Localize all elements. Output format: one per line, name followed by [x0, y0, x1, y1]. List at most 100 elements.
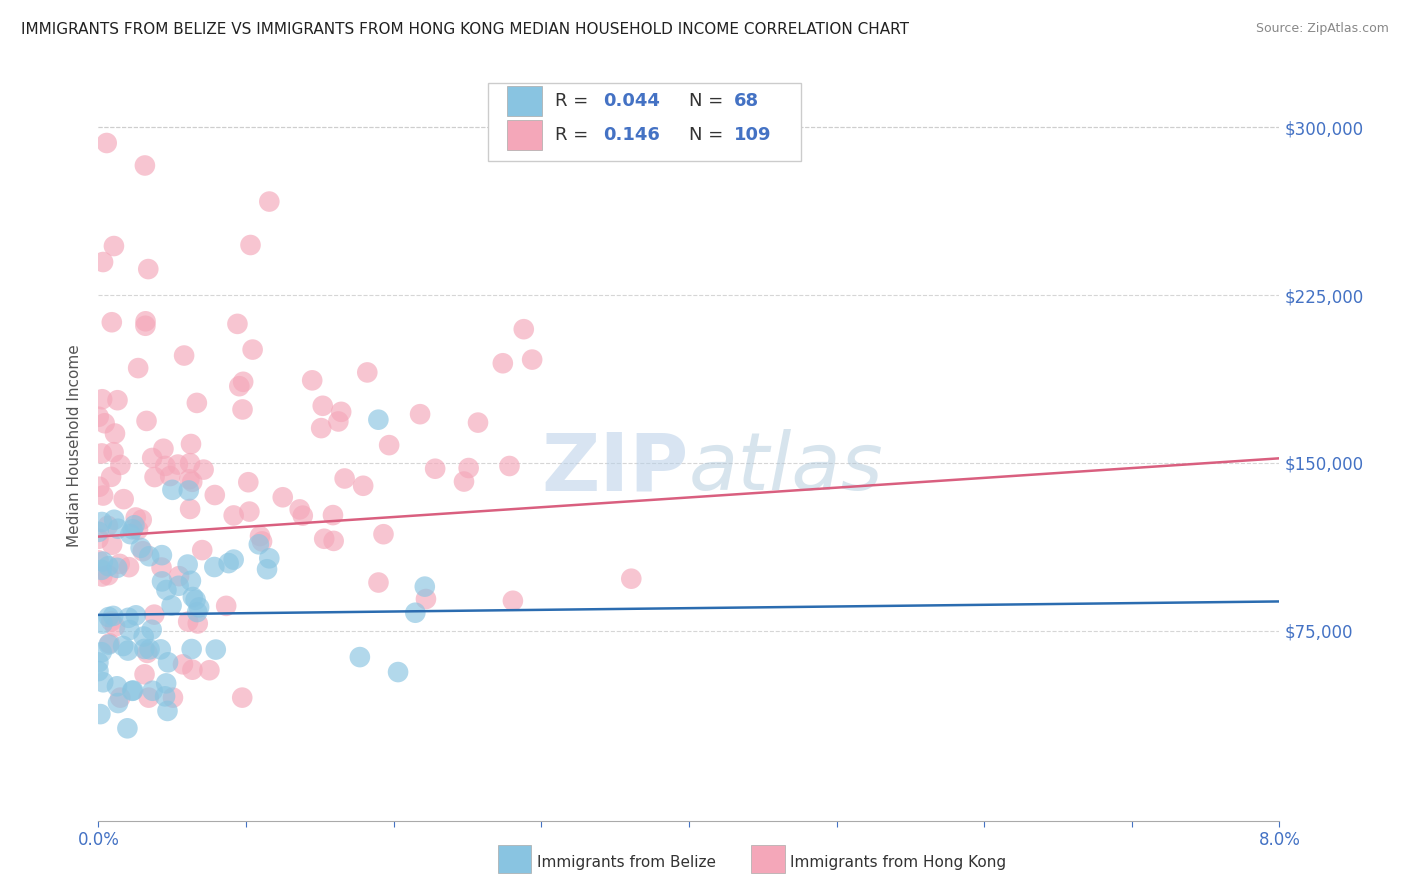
Point — [97, 568, 120, 582]
Point — [457, 461, 479, 475]
Text: 109: 109 — [734, 126, 772, 144]
Point — [228, 379, 250, 393]
Point — [180, 642, 202, 657]
Text: Immigrants from Belize: Immigrants from Belize — [537, 855, 716, 870]
Point — [187, 616, 209, 631]
Point — [181, 590, 204, 604]
Point — [91, 392, 114, 407]
Point — [112, 639, 135, 653]
Point — [352, 479, 374, 493]
Point — [520, 352, 543, 367]
Point — [117, 721, 139, 735]
Point — [413, 580, 436, 594]
Point — [157, 656, 180, 670]
Point — [242, 343, 264, 357]
Point — [96, 136, 118, 150]
Point — [141, 450, 163, 465]
Point — [125, 510, 148, 524]
Text: N =: N = — [689, 126, 723, 144]
Point — [121, 522, 143, 536]
Point — [231, 690, 253, 705]
Point — [202, 560, 225, 574]
Point — [134, 159, 156, 173]
Point — [249, 529, 271, 543]
Point — [177, 483, 200, 498]
Point — [135, 314, 157, 328]
Point — [110, 458, 132, 472]
Point — [91, 569, 114, 583]
Point — [250, 534, 273, 549]
Point — [87, 664, 110, 678]
Point — [239, 238, 262, 252]
Point — [322, 533, 344, 548]
Point — [184, 592, 207, 607]
Point — [138, 690, 160, 705]
Point — [238, 475, 260, 490]
Point — [150, 574, 173, 589]
Point — [492, 356, 515, 370]
FancyBboxPatch shape — [488, 83, 801, 161]
Text: R =: R = — [555, 126, 589, 144]
Point — [387, 665, 409, 679]
Point — [155, 582, 177, 597]
Point — [222, 508, 245, 523]
Text: R =: R = — [555, 92, 589, 110]
Text: ZIP: ZIP — [541, 429, 689, 508]
Point — [91, 255, 114, 269]
Point — [90, 446, 112, 460]
Y-axis label: Median Household Income: Median Household Income — [67, 344, 83, 548]
Point — [173, 349, 195, 363]
Point — [215, 599, 238, 613]
Point — [136, 262, 159, 277]
Point — [91, 489, 114, 503]
Point — [135, 414, 157, 428]
Point — [301, 373, 323, 387]
Point — [222, 552, 245, 566]
Point — [97, 638, 120, 652]
Point — [138, 642, 160, 657]
Point — [322, 508, 344, 522]
Point — [90, 515, 112, 529]
Point — [136, 646, 159, 660]
Point — [218, 556, 240, 570]
Point — [117, 611, 139, 625]
Point — [333, 471, 356, 485]
Point — [367, 413, 389, 427]
Point — [177, 615, 200, 629]
Point — [90, 563, 112, 577]
Point — [138, 549, 160, 564]
Point — [373, 527, 395, 541]
Point — [356, 366, 378, 380]
Point — [167, 569, 190, 583]
Point — [87, 656, 110, 670]
Point — [179, 502, 201, 516]
Point — [89, 707, 111, 722]
Point — [188, 600, 211, 615]
Point — [238, 505, 260, 519]
Point — [100, 615, 122, 629]
Text: N =: N = — [689, 92, 723, 110]
Point — [87, 553, 110, 567]
Point — [162, 690, 184, 705]
Point — [247, 537, 270, 551]
Point — [105, 561, 128, 575]
Point — [121, 683, 143, 698]
Point — [124, 518, 146, 533]
Text: atlas: atlas — [689, 429, 884, 508]
Point — [179, 472, 201, 486]
Point — [453, 475, 475, 489]
Point — [89, 480, 111, 494]
Point — [104, 619, 127, 633]
Point — [404, 606, 426, 620]
Point — [90, 645, 112, 659]
Point — [143, 470, 166, 484]
Point — [160, 599, 183, 613]
Point — [149, 642, 172, 657]
Point — [127, 523, 149, 537]
Point — [231, 402, 253, 417]
Point — [110, 690, 132, 705]
Point — [367, 575, 389, 590]
Point — [98, 636, 121, 650]
Point — [232, 375, 254, 389]
Point — [288, 502, 311, 516]
